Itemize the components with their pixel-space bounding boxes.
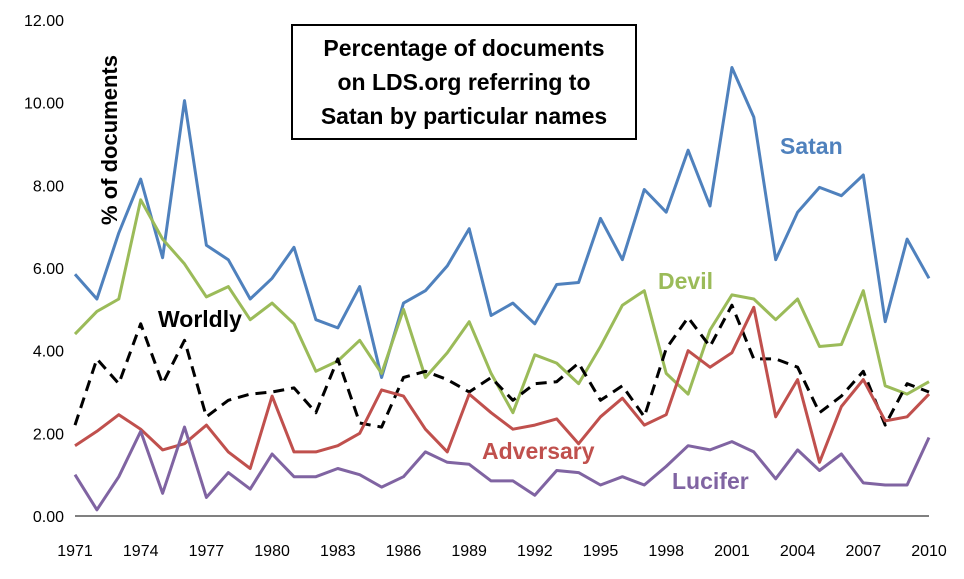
x-tick-label: 2004 [780,543,816,560]
series-line-devil [73,198,930,415]
x-tick-label: 1998 [648,543,684,560]
x-axis-ticks: 1971 1974 1977 1980 1983 1986 1989 1992 1995 1998… [57,543,947,560]
x-tick-label: 2007 [846,543,882,560]
x-tick-label: 2010 [911,543,947,560]
series-line-worldly [73,303,930,429]
x-tick-label: 1983 [320,543,356,560]
chart-title: Percentage of documents on LDS.org refer… [320,35,608,129]
y-tick-label: 12.00 [24,13,64,30]
y-tick-label: 8.00 [33,178,64,195]
y-axis-ticks: 0.00 2.00 4.00 6.00 8.00 10.00 12.00 [24,13,64,526]
y-axis-label: % of documents [97,55,122,225]
x-tick-label: 1989 [451,543,487,560]
legend-label-adversary: Adversary [482,438,595,464]
y-tick-label: 6.00 [33,261,64,278]
x-tick-label: 1974 [123,543,159,560]
chart-title-box: Percentage of documents on LDS.org refer… [291,24,637,140]
x-tick-label: 1992 [517,543,553,560]
legend-label-devil: Devil [658,268,713,294]
legend-label-satan: Satan [780,133,843,159]
series-line-satan [73,66,931,379]
x-tick-label: 1986 [386,543,422,560]
y-tick-label: 0.00 [33,509,64,526]
legend-label-worldly: Worldly [158,306,242,332]
x-tick-label: 1971 [57,543,93,560]
series-line-adversary [74,305,931,470]
y-tick-label: 10.00 [24,96,64,113]
x-tick-label: 1995 [583,543,619,560]
y-tick-label: 2.00 [33,426,64,443]
series-lines [73,66,931,512]
x-tick-label: 1977 [189,543,225,560]
series-line-lucifer [73,425,931,512]
x-tick-label: 1980 [254,543,290,560]
legend-label-lucifer: Lucifer [672,468,749,494]
y-tick-label: 4.00 [33,344,64,361]
x-tick-label: 2001 [714,543,750,560]
